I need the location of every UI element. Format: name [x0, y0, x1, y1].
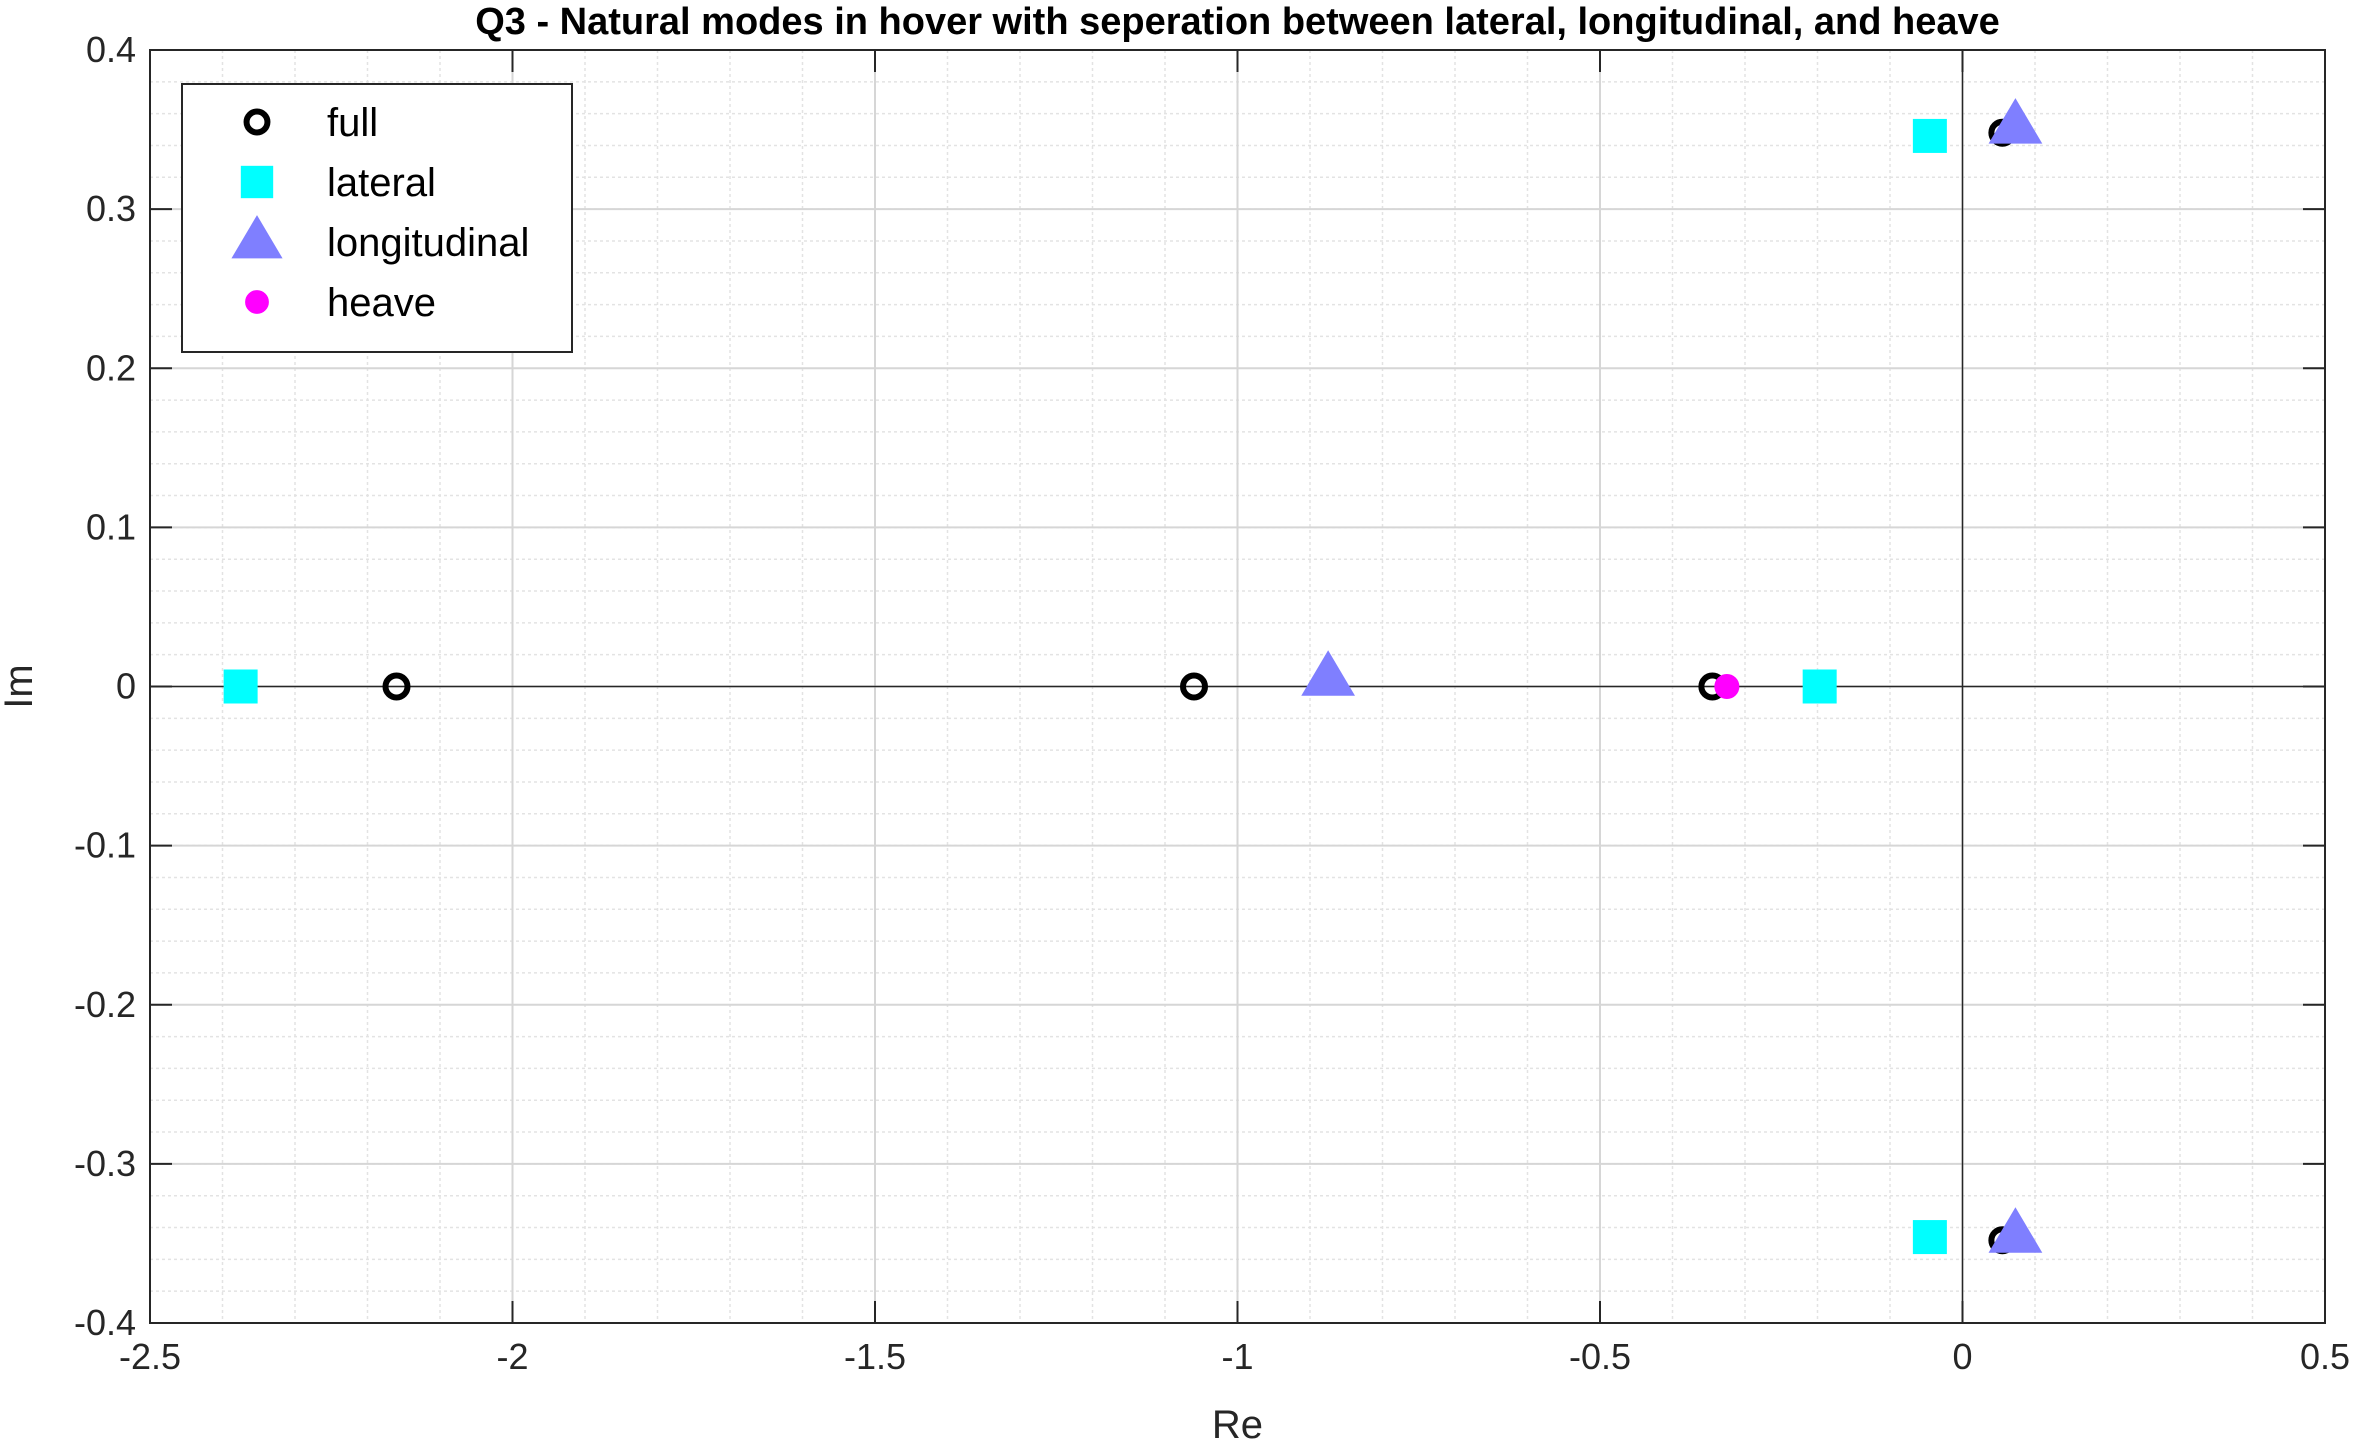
- y-tick-label: 0: [116, 666, 136, 707]
- chart-title: Q3 - Natural modes in hover with seperat…: [475, 1, 2000, 43]
- legend-label-heave: heave: [327, 281, 436, 325]
- x-tick-label: 0: [1952, 1336, 1972, 1377]
- x-tick-label: -1.5: [844, 1336, 906, 1377]
- data-point-longitudinal: [1301, 650, 1356, 696]
- x-tick-label: 0.5: [2300, 1336, 2350, 1377]
- data-point-heave: [1714, 674, 1740, 699]
- x-tick-label: -1: [1221, 1336, 1253, 1377]
- legend-label-lateral: lateral: [327, 161, 436, 205]
- y-tick-label: 0.2: [86, 347, 136, 388]
- data-point-full: [382, 672, 411, 701]
- data-point-longitudinal: [1988, 98, 2043, 144]
- legend-marker-full: [243, 108, 271, 136]
- y-tick-label: -0.1: [74, 825, 136, 866]
- x-tick-label: -0.5: [1569, 1336, 1631, 1377]
- series-heave: [1714, 674, 1740, 699]
- y-tick-label: -0.4: [74, 1302, 136, 1343]
- y-tick-label: 0.3: [86, 188, 136, 229]
- x-axis-label: Re: [1212, 1403, 1263, 1447]
- x-tick-label: -2.5: [119, 1336, 181, 1377]
- y-axis-label: Im: [0, 664, 41, 708]
- y-tick-label: -0.3: [74, 1143, 136, 1184]
- y-tick-label: 0.1: [86, 506, 136, 547]
- series-lateral: [223, 118, 1947, 1255]
- legend-marker-lateral: [240, 165, 274, 199]
- data-point-lateral: [223, 669, 258, 704]
- legend: full lateral longitudinal heave: [181, 83, 573, 353]
- y-tick-label: -0.2: [74, 984, 136, 1025]
- x-tick-label: -2: [496, 1336, 528, 1377]
- data-point-lateral: [1912, 1220, 1947, 1255]
- legend-marker-heave: [245, 290, 269, 314]
- data-point-full: [1180, 672, 1208, 701]
- legend-label-full: full: [327, 101, 378, 145]
- legend-marker-longitudinal: [231, 215, 283, 259]
- data-point-lateral: [1912, 118, 1947, 153]
- data-point-longitudinal: [1988, 1207, 2043, 1253]
- data-point-lateral: [1802, 669, 1837, 704]
- series-longitudinal: [1301, 98, 2043, 1253]
- legend-label-longitudinal: longitudinal: [327, 221, 529, 265]
- y-tick-label: 0.4: [86, 29, 136, 70]
